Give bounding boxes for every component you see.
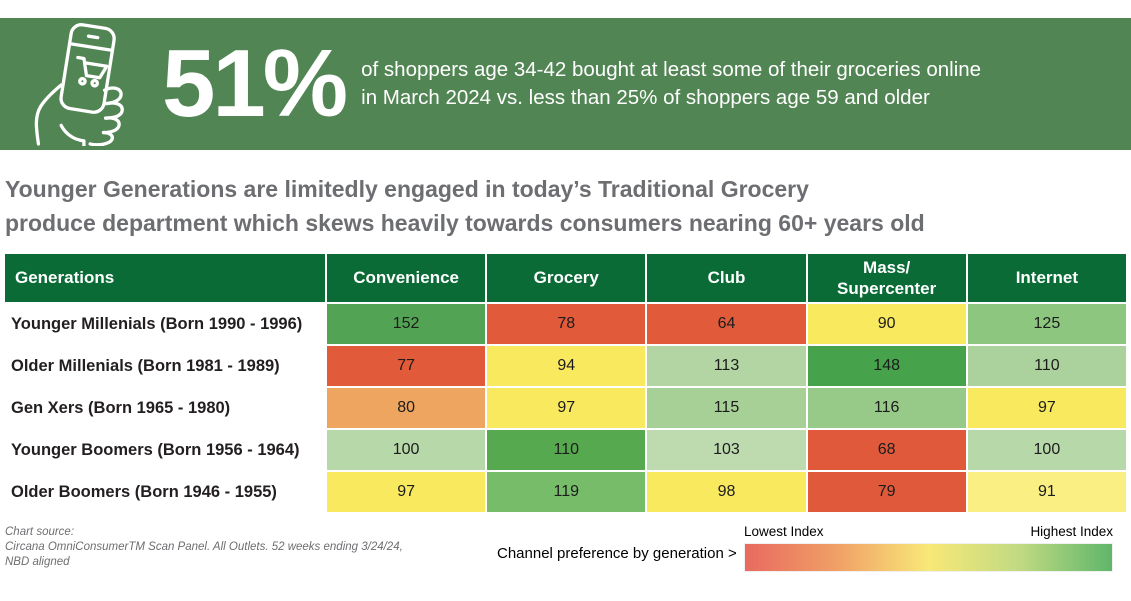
table-row: Younger Millenials (Born 1990 - 1996) 152… bbox=[5, 304, 1126, 344]
heatmap-table: Generations Convenience Grocery Club Mass/ S… bbox=[3, 252, 1128, 514]
heatmap-cell: 100 bbox=[327, 430, 486, 470]
legend-highest-label: Highest Index bbox=[1030, 524, 1113, 539]
index-legend: Lowest Index Highest Index bbox=[744, 524, 1113, 572]
hero-banner: 51% of shoppers age 34-42 bought at leas… bbox=[0, 18, 1131, 150]
col-header: Grocery bbox=[487, 254, 646, 302]
heatmap-cell: 110 bbox=[487, 430, 646, 470]
heatmap-cell: 79 bbox=[807, 472, 966, 512]
row-label: Gen Xers (Born 1965 - 1980) bbox=[5, 388, 325, 428]
row-label: Younger Boomers (Born 1956 - 1964) bbox=[5, 430, 325, 470]
heatmap-cell: 113 bbox=[647, 346, 806, 386]
legend-gradient-bar bbox=[744, 543, 1113, 572]
col-header: Internet bbox=[967, 254, 1126, 302]
chart-source-note: Chart source: Circana OmniConsumerTM Sca… bbox=[5, 526, 403, 568]
table-row: Gen Xers (Born 1965 - 1980) 80 97 115 116 97 bbox=[5, 388, 1126, 428]
heatmap-cell: 90 bbox=[807, 304, 966, 344]
legend-caption: Channel preference by generation > bbox=[497, 545, 737, 562]
stat-description: of shoppers age 34-42 bought at least so… bbox=[361, 58, 982, 109]
heatmap-cell: 100 bbox=[967, 430, 1126, 470]
heatmap-cell: 78 bbox=[487, 304, 646, 344]
heatmap-cell: 98 bbox=[647, 472, 806, 512]
table-row: Older Millenials (Born 1981 - 1989) 77 94 1… bbox=[5, 346, 1126, 386]
table-header-row: Generations Convenience Grocery Club Mass/ S… bbox=[5, 254, 1126, 302]
heatmap-cell: 119 bbox=[487, 472, 646, 512]
table-row: Younger Boomers (Born 1956 - 1964) 100 110… bbox=[5, 430, 1126, 470]
heatmap-cell: 94 bbox=[487, 346, 646, 386]
table-body: Younger Millenials (Born 1990 - 1996) 152… bbox=[5, 304, 1126, 512]
heatmap-cell: 68 bbox=[807, 430, 966, 470]
table-row: Older Boomers (Born 1946 - 1955) 97 119 98 7… bbox=[5, 472, 1126, 512]
heatmap-cell: 77 bbox=[327, 346, 486, 386]
stat-value: 51% bbox=[162, 30, 348, 137]
heatmap-cell: 148 bbox=[807, 346, 966, 386]
heatmap-cell: 110 bbox=[967, 346, 1126, 386]
page-title: Younger Generations are limitedly engage… bbox=[5, 176, 925, 237]
heatmap-table-container: Generations Convenience Grocery Club Mass/ S… bbox=[3, 252, 1128, 514]
row-label: Younger Millenials (Born 1990 - 1996) bbox=[5, 304, 325, 344]
heatmap-cell: 116 bbox=[807, 388, 966, 428]
col-header-generations: Generations bbox=[5, 254, 325, 302]
col-header: Convenience bbox=[327, 254, 486, 302]
col-header: Club bbox=[647, 254, 806, 302]
legend-lowest-label: Lowest Index bbox=[744, 524, 824, 539]
heatmap-cell: 80 bbox=[327, 388, 486, 428]
row-label: Older Millenials (Born 1981 - 1989) bbox=[5, 346, 325, 386]
heatmap-cell: 64 bbox=[647, 304, 806, 344]
heatmap-cell: 103 bbox=[647, 430, 806, 470]
heatmap-cell: 125 bbox=[967, 304, 1126, 344]
heatmap-cell: 97 bbox=[327, 472, 486, 512]
col-header: Mass/ Supercenter bbox=[807, 254, 966, 302]
heatmap-cell: 115 bbox=[647, 388, 806, 428]
heatmap-cell: 152 bbox=[327, 304, 486, 344]
phone-shopping-cart-icon bbox=[34, 23, 124, 146]
heatmap-cell: 91 bbox=[967, 472, 1126, 512]
heatmap-cell: 97 bbox=[967, 388, 1126, 428]
heatmap-cell: 97 bbox=[487, 388, 646, 428]
row-label: Older Boomers (Born 1946 - 1955) bbox=[5, 472, 325, 512]
